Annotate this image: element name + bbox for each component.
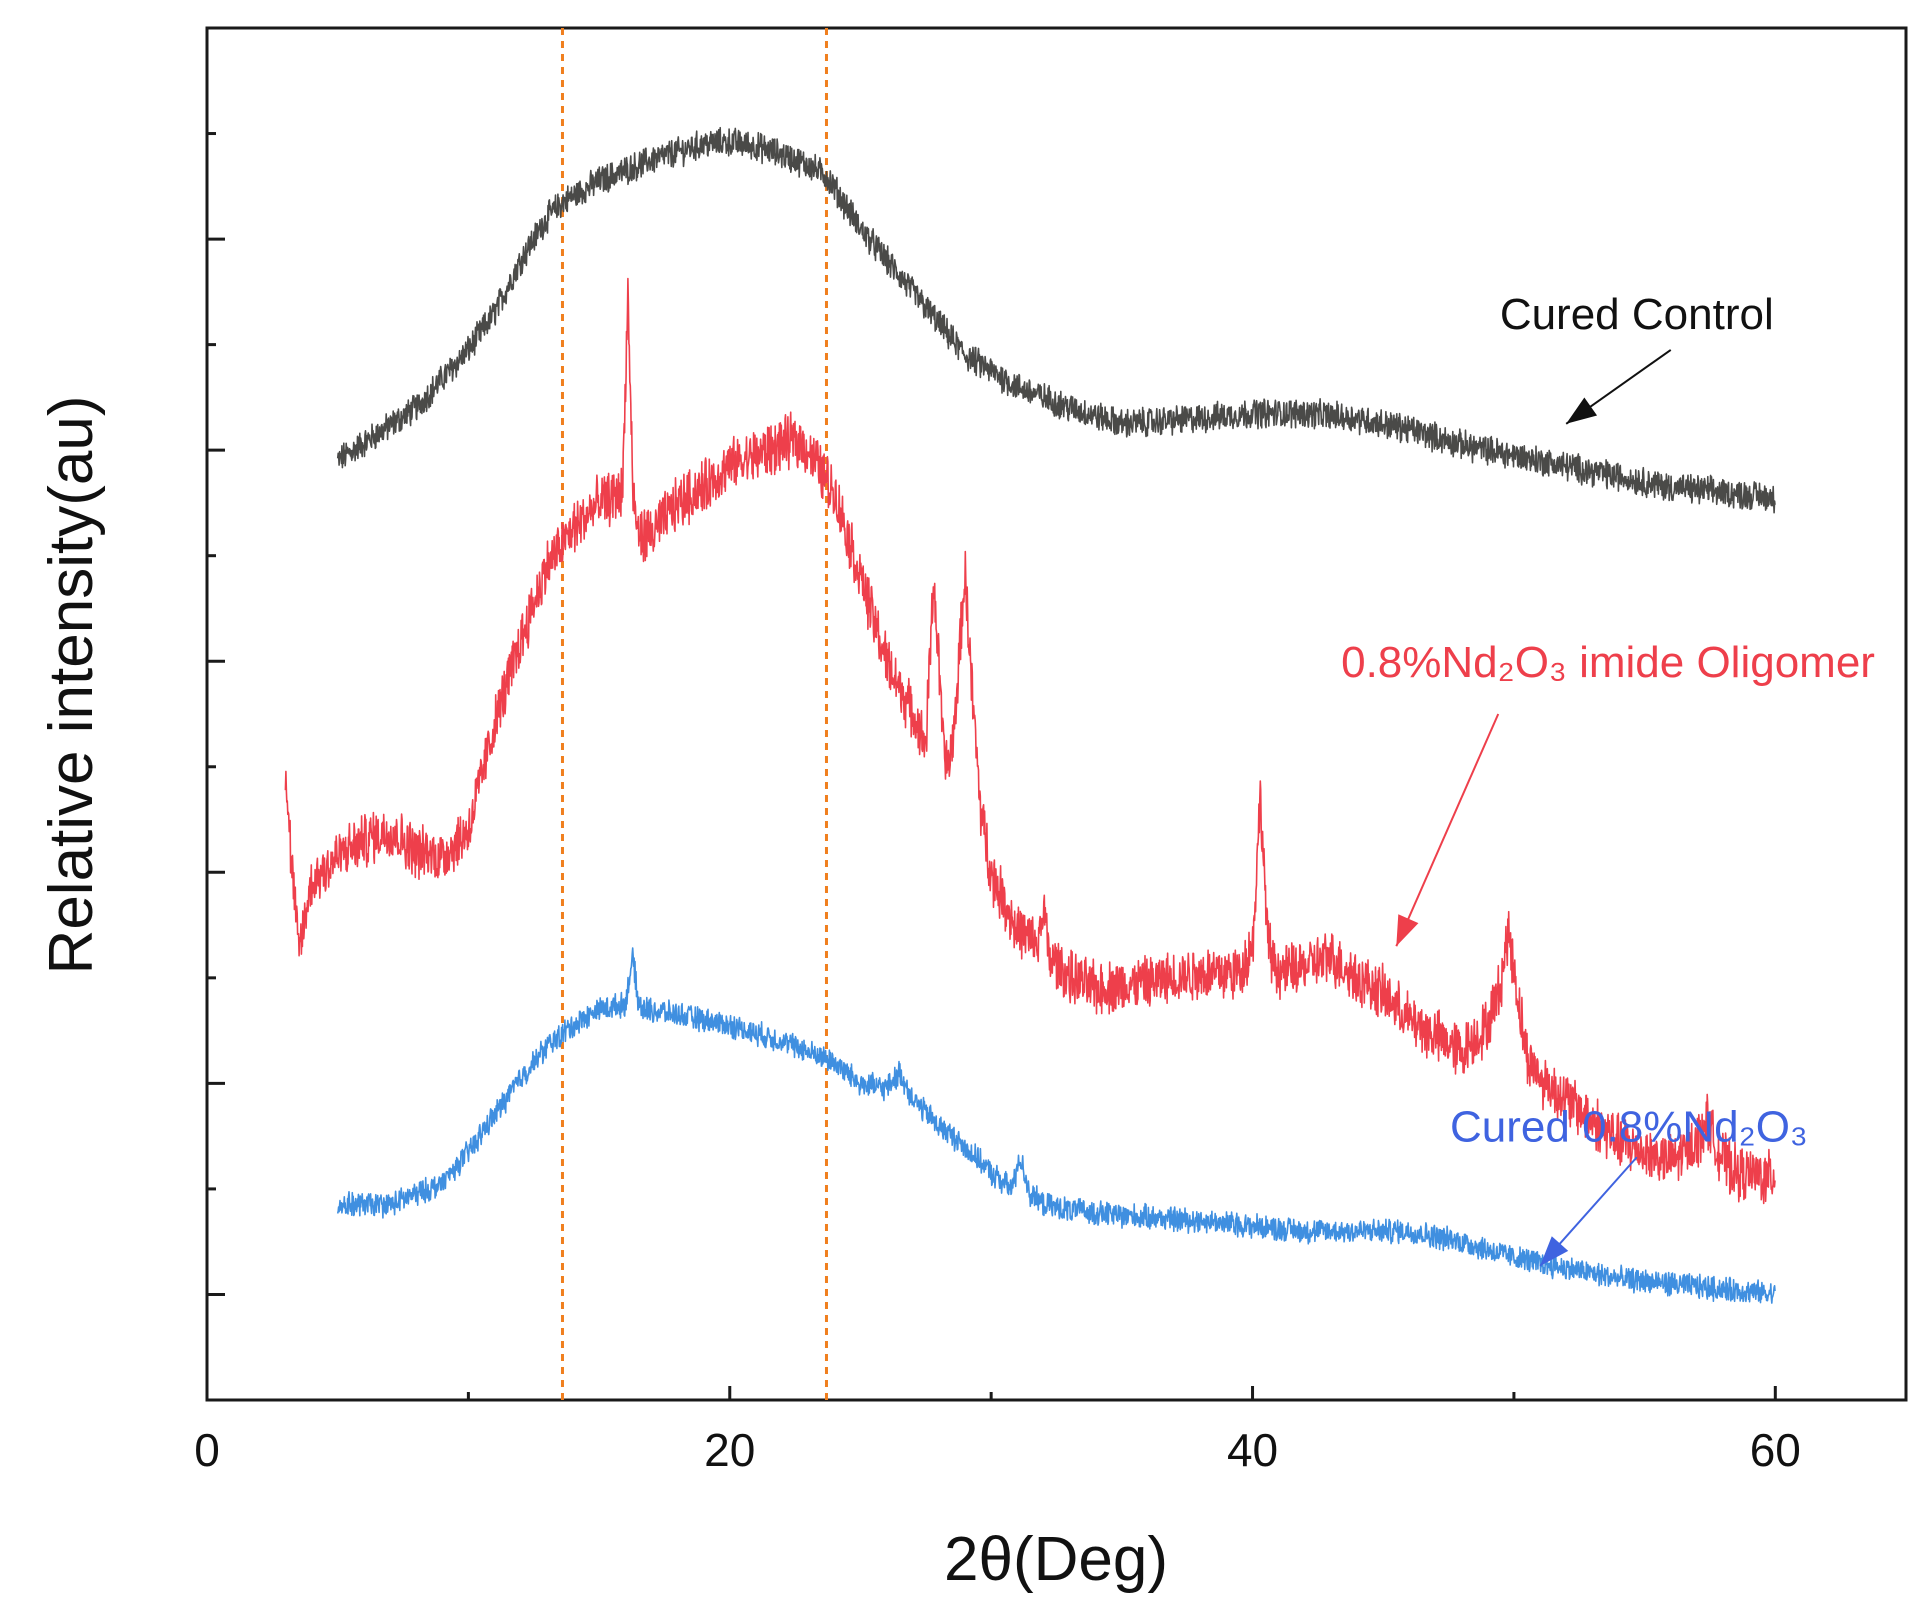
x-axis-ticks: 0 20 40 60 xyxy=(194,1386,1801,1476)
series-label-3: Cured 0.8%Nd₂O₃ xyxy=(1450,1102,1808,1151)
series-arrow-head-2 xyxy=(1396,914,1419,947)
series-arrow-head-3 xyxy=(1540,1236,1569,1266)
series-line-3 xyxy=(336,947,1776,1304)
x-axis-label: 2θ(Deg) xyxy=(944,1525,1168,1594)
series-label-1: Cured Control xyxy=(1500,290,1774,339)
series-line-2 xyxy=(284,277,1776,1205)
y-axis-ticks xyxy=(207,132,225,1296)
series-arrow-head-1 xyxy=(1566,397,1598,424)
series-arrow-2 xyxy=(1395,713,1500,947)
reference-lines xyxy=(560,28,828,1400)
plot-frame xyxy=(205,26,1908,1402)
annotations: Cured Control 0.8%Nd₂O₃ imide Oligomer Cur… xyxy=(1341,290,1875,1267)
x-tick-label: 40 xyxy=(1227,1424,1278,1476)
x-tick-label: 20 xyxy=(704,1424,755,1476)
x-tick-label: 60 xyxy=(1750,1424,1801,1476)
series-line-1 xyxy=(336,126,1776,514)
series-label-2: 0.8%Nd₂O₃ imide Oligomer xyxy=(1341,638,1875,687)
series-group xyxy=(284,126,1776,1304)
x-tick-label: 0 xyxy=(194,1424,220,1476)
y-axis-label: Relative intensity(au) xyxy=(37,396,106,975)
